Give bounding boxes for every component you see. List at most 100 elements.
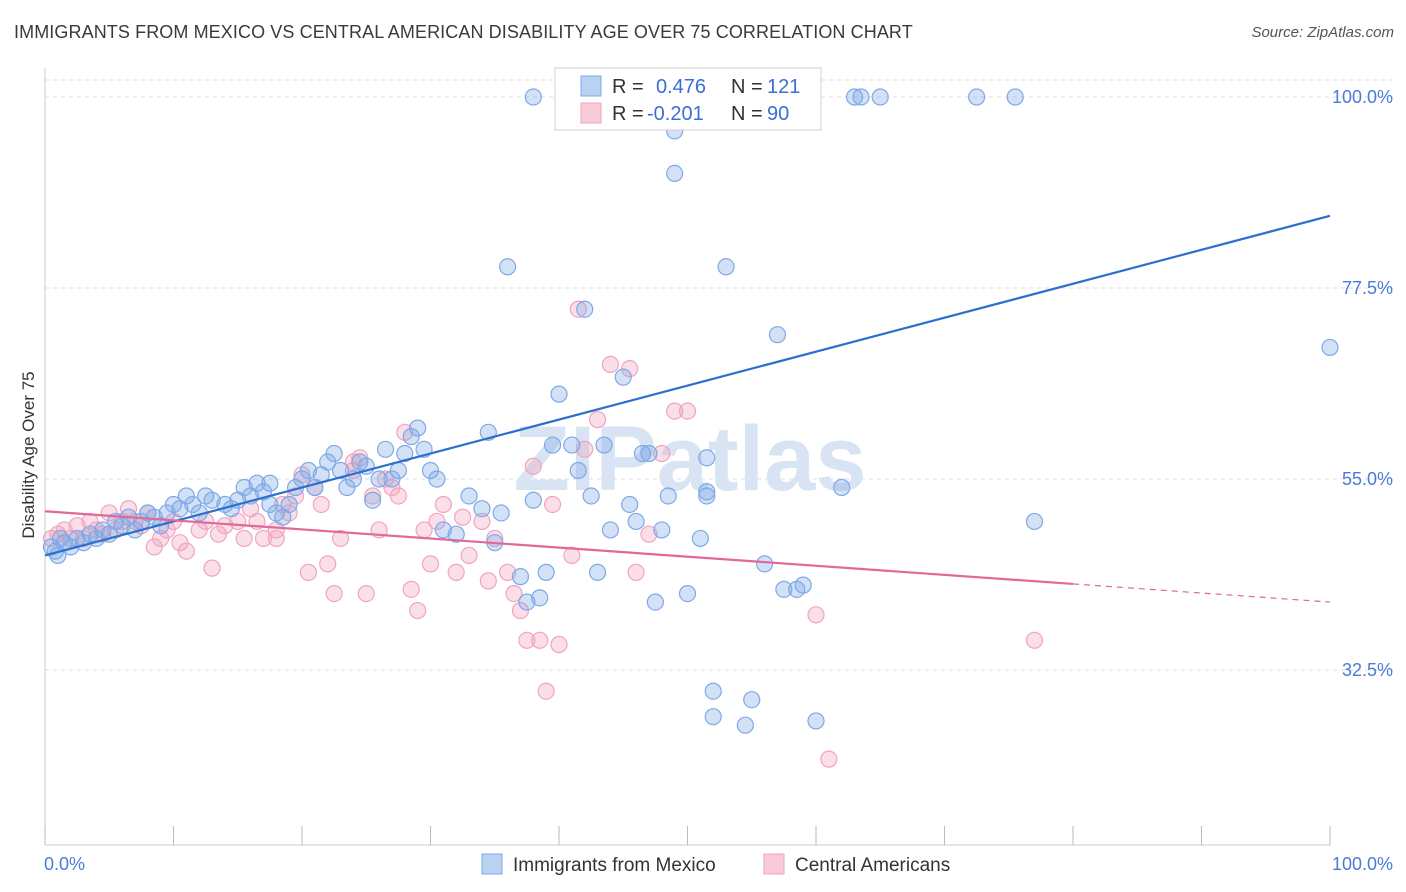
- mexico-point: [601, 521, 620, 539]
- central-trend-line: [44, 510, 1074, 586]
- mexico-point: [698, 487, 716, 505]
- mexico-point: [261, 474, 279, 492]
- mexico-point: [402, 427, 420, 446]
- mexico-point: [852, 88, 870, 106]
- mexico-point: [833, 478, 851, 497]
- y-tick-label: 55.0%: [1342, 469, 1393, 489]
- central-point: [428, 512, 446, 531]
- mexico-point: [338, 478, 356, 497]
- mexico-legend-swatch: [580, 75, 602, 97]
- central-point: [820, 750, 838, 768]
- central-point: [499, 563, 517, 581]
- central-point: [55, 521, 73, 539]
- mexico-point: [691, 529, 709, 548]
- central-point: [421, 555, 440, 573]
- chart-title: IMMIGRANTS FROM MEXICO VS CENTRAL AMERIC…: [14, 22, 913, 42]
- central-point: [640, 525, 658, 543]
- mexico-point: [588, 563, 607, 581]
- mexico-point: [389, 461, 407, 480]
- mexico-point: [396, 444, 414, 463]
- mexico-point: [576, 300, 594, 318]
- mexico-point: [203, 491, 221, 509]
- mexico-point: [383, 470, 401, 488]
- mexico-r-value: 0.476: [656, 76, 706, 98]
- mexico-point: [627, 512, 645, 531]
- central-point: [344, 453, 362, 471]
- central-point: [550, 635, 568, 654]
- mexico-point: [537, 563, 555, 581]
- y-axis-title: Disability Age Over 75: [19, 371, 38, 538]
- y-tick-label: 77.5%: [1342, 278, 1393, 298]
- central-point: [460, 546, 478, 565]
- mexico-point: [698, 483, 716, 501]
- mexico-point: [704, 682, 722, 700]
- mexico-point: [794, 576, 812, 594]
- central-point: [312, 495, 330, 514]
- mexico-point: [543, 436, 562, 454]
- central-point: [666, 402, 684, 420]
- mexico-point: [736, 716, 754, 734]
- mexico-point: [845, 88, 864, 106]
- mexico-point: [364, 491, 382, 509]
- mexico-point: [177, 487, 195, 505]
- central-point: [518, 631, 536, 649]
- axes: [44, 68, 1331, 846]
- mexico-point: [376, 440, 395, 458]
- central-point: [537, 682, 555, 700]
- mexico-point: [717, 258, 735, 276]
- mexico-point: [319, 453, 337, 471]
- mexico-point: [524, 88, 542, 106]
- mexico-point: [871, 88, 889, 106]
- central-point: [267, 529, 285, 548]
- bottom-central-swatch: [763, 853, 785, 875]
- central-point: [145, 538, 163, 556]
- central-point: [678, 402, 697, 420]
- mexico-point: [659, 487, 677, 505]
- mexico-point: [633, 444, 652, 463]
- mexico-point: [755, 555, 774, 573]
- bottom-central-label: Central Americans: [795, 855, 950, 876]
- bottom-mexico-swatch: [481, 853, 503, 875]
- central-point: [588, 410, 607, 429]
- central-point: [235, 529, 253, 548]
- mexico-trend-line: [44, 214, 1331, 557]
- mexico-point: [653, 521, 671, 539]
- mexico-n-label: N =: [731, 76, 763, 98]
- mexico-point: [678, 584, 697, 603]
- central-point: [807, 606, 825, 624]
- central-point: [216, 517, 234, 535]
- mexico-point: [704, 708, 722, 726]
- central-point: [601, 355, 620, 373]
- mexico-point: [492, 504, 510, 522]
- mexico-point: [968, 88, 986, 106]
- x-tick-label-end: 100.0%: [1332, 854, 1393, 874]
- mexico-point: [640, 444, 658, 463]
- central-point: [171, 534, 189, 552]
- mexico-point: [621, 495, 639, 514]
- mexico-point: [614, 368, 632, 386]
- y-tick-label: 32.5%: [1342, 660, 1393, 680]
- mexico-point: [807, 712, 825, 730]
- central-point: [152, 529, 170, 548]
- y-tick-labels: 32.5% 55.0% 77.5% 100.0%: [1332, 87, 1393, 680]
- mexico-point: [299, 461, 318, 480]
- mexico-point: [646, 593, 664, 611]
- source-label: Source: ZipAtlas.com: [1251, 24, 1394, 41]
- central-point: [331, 529, 350, 548]
- central-point: [627, 563, 645, 581]
- mexico-point: [434, 521, 452, 539]
- stats-legend: R = 0.476 N = 121 R = -0.201 N = 90: [554, 67, 822, 131]
- mexico-point: [518, 593, 536, 611]
- central-point: [299, 563, 318, 581]
- central-point: [357, 584, 375, 603]
- mexico-point: [563, 436, 581, 454]
- mexico-point: [499, 258, 517, 276]
- mexico-point: [1006, 88, 1024, 106]
- mexico-point: [325, 444, 343, 463]
- central-r-label: R =: [612, 103, 644, 125]
- mexico-point: [666, 164, 684, 182]
- mexico-point: [421, 461, 440, 480]
- mexico-point: [184, 495, 202, 514]
- central-point: [274, 495, 292, 514]
